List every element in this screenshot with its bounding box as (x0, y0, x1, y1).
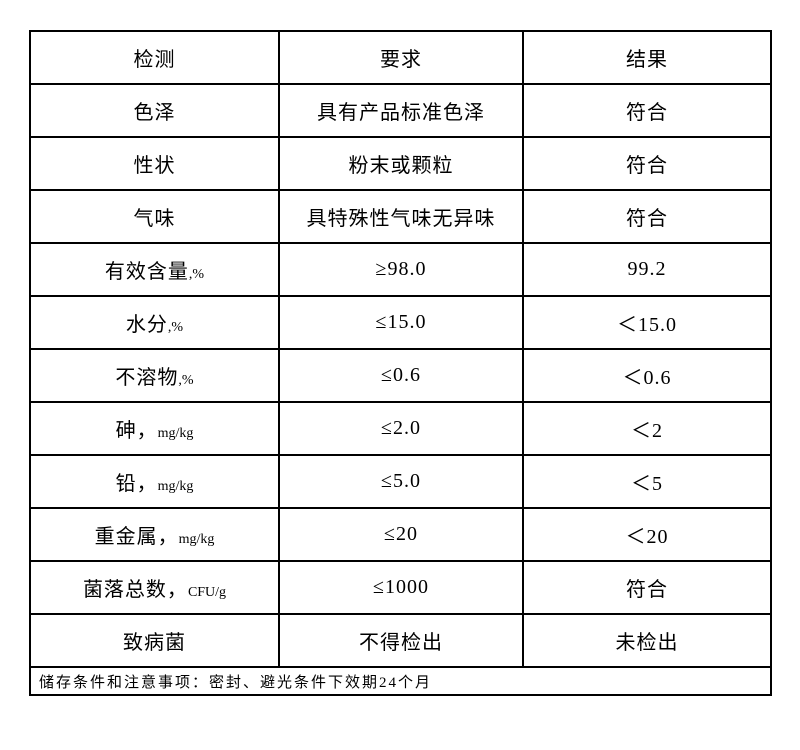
test-item: 不溶物 (115, 367, 179, 389)
requirement-cell: 具特殊性气味无异味 (278, 189, 524, 244)
test-item-cell: 不溶物,% (29, 348, 280, 403)
table-row: 性状 粉末或颗粒 符合 (29, 136, 772, 191)
requirement-cell: 具有产品标准色泽 (278, 83, 524, 138)
requirement-cell: ≤0.6 (278, 348, 524, 403)
table-row: 气味 具特殊性气味无异味 符合 (29, 189, 772, 244)
header-cell-requirement: 要求 (278, 30, 524, 85)
table-row: 铅，mg/kg ≤5.0 ＜5 (29, 454, 772, 509)
test-item-cell: 色泽 (29, 83, 280, 138)
test-item-cell: 砷，mg/kg (29, 401, 280, 456)
result-cell: 符合 (522, 189, 772, 244)
table-row: 水分,% ≤15.0 ＜15.0 (29, 295, 772, 350)
test-item: 菌落总数， (82, 579, 188, 601)
header-row: 检测 要求 结果 (29, 30, 772, 85)
storage-note: 储存条件和注意事项：密封、避光条件下效期24个月 (29, 666, 772, 696)
table-row: 色泽 具有产品标准色泽 符合 (29, 83, 772, 138)
test-item: 重金属， (94, 526, 179, 548)
result-cell: ＜5 (522, 454, 772, 509)
test-unit: mg/kg (178, 532, 215, 547)
test-item: 有效含量 (104, 261, 189, 283)
test-unit: ,% (188, 267, 205, 282)
result-cell: 未检出 (522, 613, 772, 668)
test-item: 气味 (133, 208, 176, 230)
result-cell: 符合 (522, 136, 772, 191)
test-item-cell: 铅，mg/kg (29, 454, 280, 509)
test-item-cell: 菌落总数，CFU/g (29, 560, 280, 615)
inspection-table: 检测 要求 结果 色泽 具有产品标准色泽 符合 性状 粉末或颗粒 符合 气味 具特殊性气味无异… (29, 30, 772, 696)
table-row: 致病菌 不得检出 未检出 (29, 613, 772, 668)
test-item: 性状 (133, 155, 176, 177)
test-item-cell: 气味 (29, 189, 280, 244)
header-cell-test: 检测 (29, 30, 280, 85)
table-row: 砷，mg/kg ≤2.0 ＜2 (29, 401, 772, 456)
requirement-cell: ≤2.0 (278, 401, 524, 456)
header-cell-result: 结果 (522, 30, 772, 85)
result-cell: ＜2 (522, 401, 772, 456)
test-item-cell: 重金属，mg/kg (29, 507, 280, 562)
result-cell: ＜15.0 (522, 295, 772, 350)
table-row: 有效含量,% ≥98.0 99.2 (29, 242, 772, 297)
result-cell: ＜20 (522, 507, 772, 562)
test-unit: ,% (178, 373, 194, 388)
requirement-cell: 粉末或颗粒 (278, 136, 524, 191)
test-item: 铅， (115, 473, 158, 495)
result-cell: ＜0.6 (522, 348, 772, 403)
requirement-cell: 不得检出 (278, 613, 524, 668)
test-item: 水分 (125, 314, 168, 336)
requirement-cell: ≤5.0 (278, 454, 524, 509)
result-cell: 99.2 (522, 242, 772, 297)
test-item: 致病菌 (123, 632, 186, 654)
test-unit: mg/kg (157, 426, 194, 441)
test-item-cell: 有效含量,% (29, 242, 280, 297)
requirement-cell: ≤20 (278, 507, 524, 562)
test-item-cell: 致病菌 (29, 613, 280, 668)
result-cell: 符合 (522, 560, 772, 615)
test-unit: CFU/g (187, 585, 227, 600)
table-row: 不溶物,% ≤0.6 ＜0.6 (29, 348, 772, 403)
footer-row: 储存条件和注意事项：密封、避光条件下效期24个月 (29, 666, 772, 696)
test-item-cell: 性状 (29, 136, 280, 191)
table-row: 菌落总数，CFU/g ≤1000 符合 (29, 560, 772, 615)
test-unit: ,% (167, 320, 184, 335)
result-cell: 符合 (522, 83, 772, 138)
requirement-cell: ≤1000 (278, 560, 524, 615)
requirement-cell: ≤15.0 (278, 295, 524, 350)
requirement-cell: ≥98.0 (278, 242, 524, 297)
table-row: 重金属，mg/kg ≤20 ＜20 (29, 507, 772, 562)
test-item: 色泽 (133, 102, 176, 124)
test-item: 砷， (115, 420, 158, 442)
test-item-cell: 水分,% (29, 295, 280, 350)
test-unit: mg/kg (157, 479, 194, 494)
